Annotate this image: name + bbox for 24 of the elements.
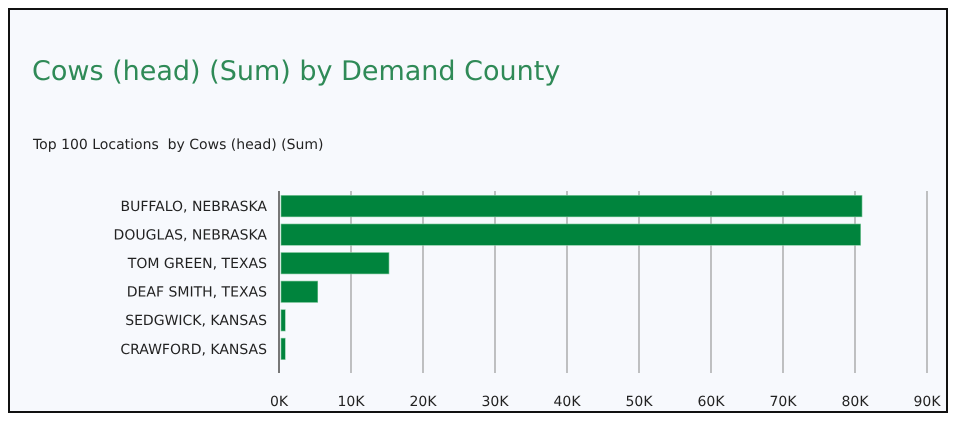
- x-tick-label: 60K: [698, 394, 726, 410]
- x-tick-label: 0K: [270, 394, 289, 410]
- x-tick-label: 70K: [770, 394, 798, 410]
- y-tick-label: SEDGWICK, KANSAS: [125, 313, 268, 330]
- bar: [280, 280, 318, 303]
- bar: [280, 224, 861, 246]
- x-tick-label: 40K: [554, 394, 582, 410]
- x-tick-label: 80K: [842, 394, 870, 410]
- x-tick-label: 30K: [482, 394, 510, 410]
- chart-title: Cows (head) (Sum) by Demand County: [32, 56, 560, 87]
- x-tick-label: 90K: [914, 394, 942, 410]
- bar: [280, 309, 286, 332]
- y-tick-label: CRAWFORD, KANSAS: [120, 342, 268, 358]
- chart-subtitle: Top 100 Locations by Cows (head) (Sum): [32, 137, 324, 153]
- x-tick-label: 20K: [410, 394, 438, 410]
- y-tick-label: BUFFALO, NEBRASKA: [120, 199, 268, 216]
- bar: [280, 338, 286, 360]
- y-tick-label: TOM GREEN, TEXAS: [126, 256, 268, 272]
- bar: [280, 252, 390, 274]
- bar: [280, 195, 862, 218]
- x-tick-label: 10K: [338, 394, 366, 410]
- x-tick-label: 50K: [626, 394, 654, 410]
- y-tick-label: DEAF SMITH, TEXAS: [126, 284, 268, 301]
- y-tick-label: DOUGLAS, NEBRASKA: [114, 228, 268, 244]
